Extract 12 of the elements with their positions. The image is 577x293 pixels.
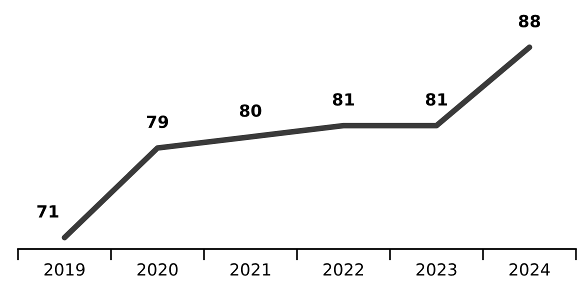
x-tick-label: 2023: [416, 263, 456, 276]
x-tick-label: 2019: [44, 263, 85, 276]
x-tick-label: 2022: [324, 263, 364, 276]
data-label: 88: [518, 14, 540, 28]
data-label: 79: [147, 116, 168, 128]
data-label: 81: [332, 93, 354, 106]
data-label: 81: [426, 93, 447, 106]
x-tick-label: 2024: [510, 263, 550, 276]
x-tick-label: 2020: [138, 263, 178, 276]
x-tick-label: 2021: [230, 263, 270, 276]
data-label: 71: [37, 205, 58, 218]
data-label: 80: [240, 104, 262, 117]
